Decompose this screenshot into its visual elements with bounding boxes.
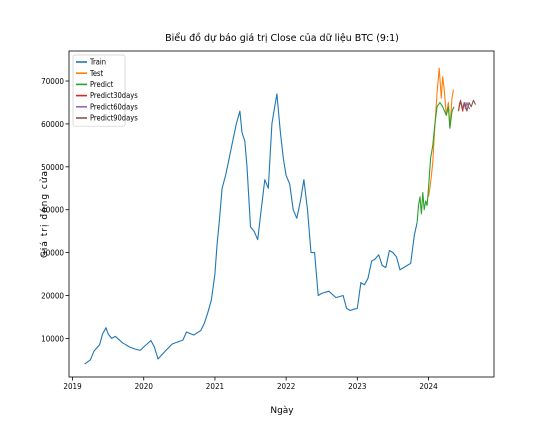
y-tick-label-30000: 30000 — [41, 249, 64, 258]
x-tick-label-2020: 2020 — [135, 382, 154, 391]
y-tick-label-70000: 70000 — [41, 77, 64, 86]
legend: Train Test Predict Predict30days Predict60da… — [72, 54, 138, 127]
series-line-test — [427, 67, 454, 197]
y-tick-label-40000: 40000 — [41, 206, 64, 215]
legend-label-predict90days: Predict90days — [90, 114, 138, 123]
x-tick-label-2021: 2021 — [206, 382, 224, 391]
y-tick-label-50000: 50000 — [41, 163, 64, 172]
x-tick-label-2024: 2024 — [419, 382, 438, 391]
x-tick-label-2023: 2023 — [348, 382, 366, 391]
legend-label-test: Test — [89, 69, 104, 78]
plot-area: 2019 2020 2021 2022 2023 2024 10000 20000 30000 4… — [41, 50, 495, 391]
legend-label-train: Train — [89, 58, 106, 67]
y-axis-title: Giá trị đóng cửa — [39, 170, 50, 258]
legend-label-predict60days: Predict60days — [90, 102, 138, 111]
series-line-train — [84, 93, 418, 365]
x-axis-title: Ngày — [270, 406, 294, 416]
series-line-predict90days — [457, 99, 476, 112]
x-tick-label-2019: 2019 — [63, 382, 82, 391]
y-tick-label-60000: 60000 — [41, 120, 64, 129]
legend-label-predict: Predict — [90, 80, 114, 89]
y-tick-label-10000: 10000 — [41, 334, 64, 343]
y-tick-label-20000: 20000 — [41, 292, 64, 301]
plot-frame — [68, 50, 495, 378]
chart-title: Biểu đồ dự báo giá trị Close của dữ liệu… — [165, 33, 399, 44]
series-line-predict60days — [463, 101, 471, 110]
legend-label-predict30days: Predict30days — [90, 91, 138, 100]
x-tick-label-2022: 2022 — [277, 382, 295, 391]
series-line-predict — [416, 101, 455, 223]
